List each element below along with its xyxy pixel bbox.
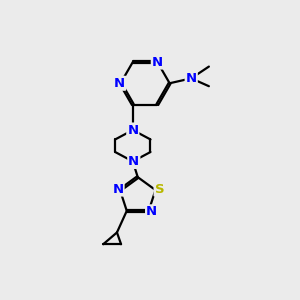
Text: N: N xyxy=(112,182,124,196)
Text: N: N xyxy=(114,77,125,90)
Text: N: N xyxy=(152,56,163,68)
Text: N: N xyxy=(146,206,157,218)
Text: S: S xyxy=(154,182,164,196)
Text: N: N xyxy=(127,124,138,136)
Text: N: N xyxy=(186,72,197,85)
Text: N: N xyxy=(128,155,140,168)
